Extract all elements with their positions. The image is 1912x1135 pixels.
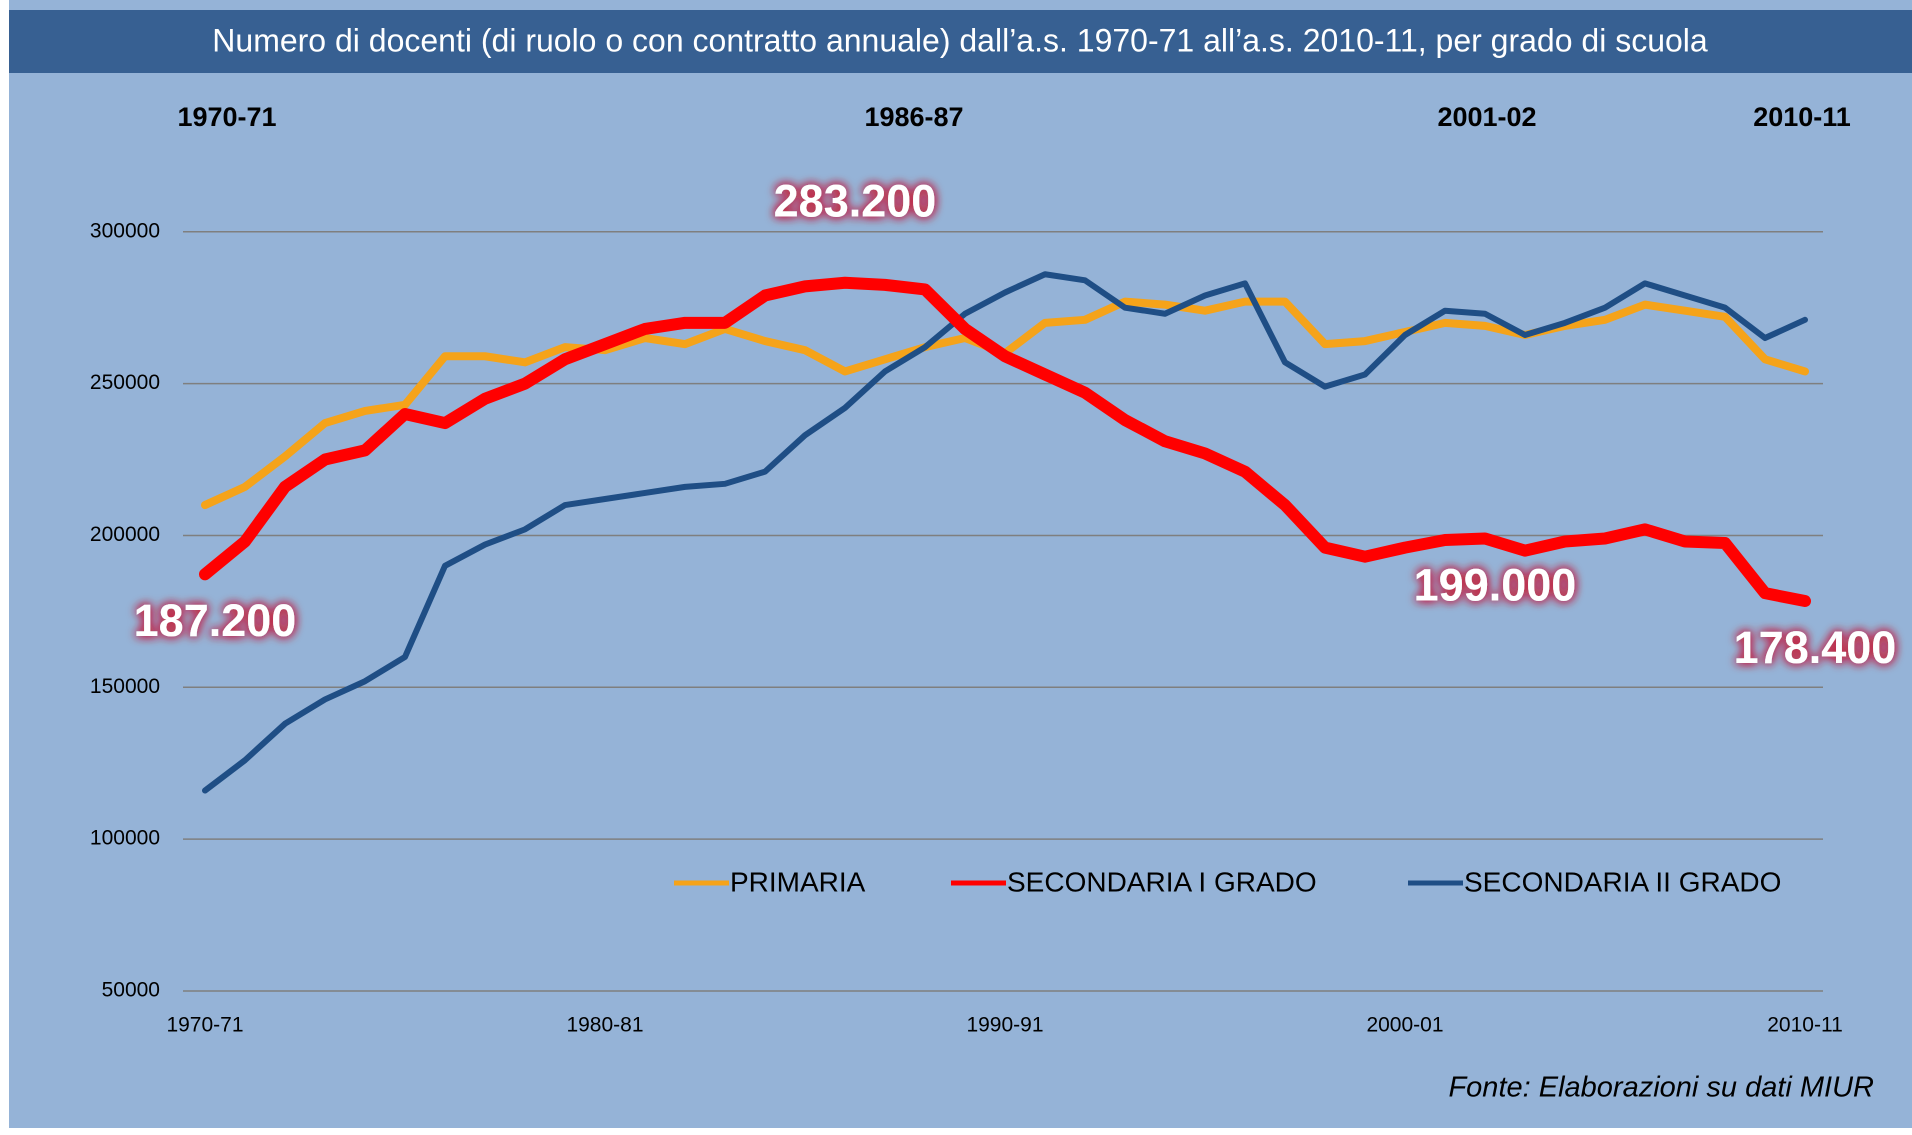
title-bar [9, 10, 1912, 73]
source: Fonte: Elaborazioni su dati MIUR [1448, 1072, 1874, 1104]
y-tick-label: 300000 [90, 219, 160, 242]
x-tick-label: 1970-71 [166, 1014, 243, 1037]
y-tick-label: 250000 [90, 371, 160, 394]
y-tick-label: 150000 [90, 675, 160, 698]
period-label: 1970-71 [177, 102, 276, 132]
period-label: 1986-87 [864, 102, 963, 132]
legend-label: SECONDARIA I GRADO [1007, 866, 1317, 897]
data-label: 178.400 [1734, 622, 1897, 673]
series-line [199, 276, 1811, 608]
x-tick-label: 2010-11 [1767, 1014, 1843, 1037]
background [9, 0, 1912, 1128]
series-line [202, 271, 1808, 794]
x-tick-label: 1990-91 [966, 1014, 1043, 1037]
x-tick-label: 1980-81 [566, 1014, 643, 1037]
period-label: 2001-02 [1437, 102, 1536, 132]
chart-title: Numero di docenti (di ruolo o con contra… [212, 22, 1708, 58]
y-tick-label: 100000 [90, 827, 160, 850]
y-tick-label: 200000 [90, 523, 160, 546]
x-tick-label: 2000-01 [1366, 1014, 1443, 1037]
y-tick-label: 50000 [102, 979, 160, 1002]
period-label: 2010-11 [1753, 102, 1851, 132]
data-label: 199.000 [1414, 559, 1577, 610]
data-label: 187.200 [134, 595, 297, 646]
legend-label: PRIMARIA [730, 866, 866, 897]
legend-label: SECONDARIA II GRADO [1464, 866, 1781, 897]
data-label: 283.200 [774, 176, 937, 227]
